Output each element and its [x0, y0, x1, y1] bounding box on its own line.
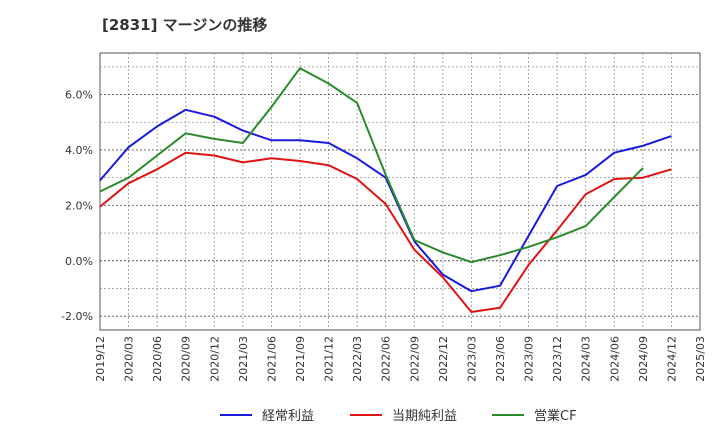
x-tick-label: 2019/12 — [94, 336, 107, 382]
x-tick-labels: 2019/12 2020/03 2020/06 2020/09 2020/12 2021/… — [94, 336, 707, 382]
series-line — [99, 108, 672, 293]
series-layer — [99, 67, 672, 313]
x-tick-label: 2023/12 — [551, 336, 564, 382]
y-tick-label: 6.0% — [65, 89, 93, 102]
x-tick-label: 2022/03 — [351, 336, 364, 382]
x-tick-label: 2021/03 — [237, 336, 250, 382]
x-tick-label: 2023/03 — [465, 336, 478, 382]
chart-title: [2831] マージンの推移 — [102, 16, 268, 34]
x-tick-label: 2024/03 — [580, 336, 593, 382]
x-tick-label: 2022/12 — [437, 336, 450, 382]
y-tick-label: 0.0% — [65, 255, 93, 268]
x-tick-label: 2023/09 — [523, 336, 536, 382]
x-tick-label: 2020/06 — [151, 336, 164, 382]
legend-label: 経常利益 — [262, 409, 314, 424]
x-tick-label: 2024/06 — [608, 336, 621, 382]
y-tick-labels: -2.0% 0.0% 2.0% 4.0% 6.0% — [61, 89, 93, 324]
series-line — [99, 67, 644, 264]
grid-layer — [100, 53, 700, 330]
y-tick-label: 4.0% — [65, 144, 93, 157]
y-tick-label: 2.0% — [65, 199, 93, 212]
x-tick-label: 2024/12 — [665, 336, 678, 382]
x-tick-label: 2020/03 — [123, 336, 136, 382]
x-tick-label: 2022/09 — [408, 336, 421, 382]
x-tick-label: 2025/03 — [694, 336, 707, 382]
x-tick-label: 2023/06 — [494, 336, 507, 382]
x-tick-label: 2021/09 — [294, 336, 307, 382]
x-tick-label: 2024/09 — [637, 336, 650, 382]
x-tick-label: 2022/06 — [380, 336, 393, 382]
legend-label: 営業CF — [534, 408, 577, 424]
legend-label: 当期純利益 — [392, 409, 457, 424]
x-tick-label: 2021/06 — [265, 336, 278, 382]
x-tick-label: 2021/12 — [323, 336, 336, 382]
series-line — [99, 151, 672, 313]
x-tick-label: 2020/12 — [208, 336, 221, 382]
legend: 経常利益 当期純利益 営業CF — [220, 408, 577, 424]
x-tick-label: 2020/09 — [180, 336, 193, 382]
y-tick-label: -2.0% — [61, 310, 93, 323]
